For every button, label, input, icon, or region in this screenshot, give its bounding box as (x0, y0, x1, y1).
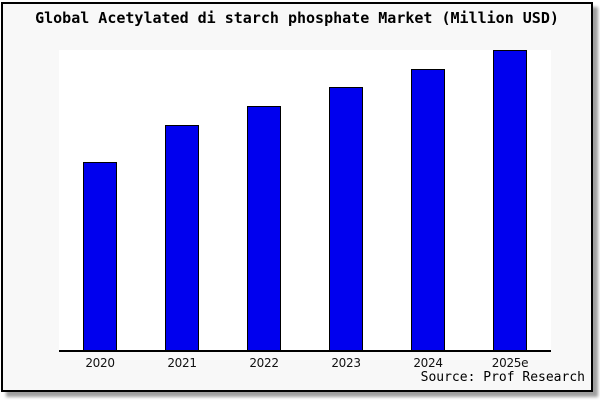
x-tick-label-2022: 2022 (249, 356, 279, 370)
bar-2020 (83, 161, 117, 350)
x-tick-label-2021: 2021 (167, 356, 197, 370)
x-tick-label-2023: 2023 (331, 356, 361, 370)
plot-area (59, 50, 551, 352)
bar-2025e (493, 50, 527, 350)
bar-2024 (411, 68, 445, 350)
bar-2023 (329, 86, 363, 350)
x-tick-label-2025e: 2025e (491, 356, 529, 370)
bars (59, 50, 551, 350)
x-axis-labels: 2020 2021 2022 2023 2024 2025e (59, 356, 551, 370)
chart-title: Global Acetylated di starch phosphate Ma… (35, 9, 559, 27)
bar-2022 (247, 106, 281, 350)
source-note: Source: Prof Research (420, 370, 585, 385)
bar-2021 (165, 125, 199, 350)
x-tick-label-2024: 2024 (413, 356, 443, 370)
chart-frame: Global Acetylated di starch phosphate Ma… (1, 2, 593, 392)
x-tick-label-2020: 2020 (85, 356, 115, 370)
